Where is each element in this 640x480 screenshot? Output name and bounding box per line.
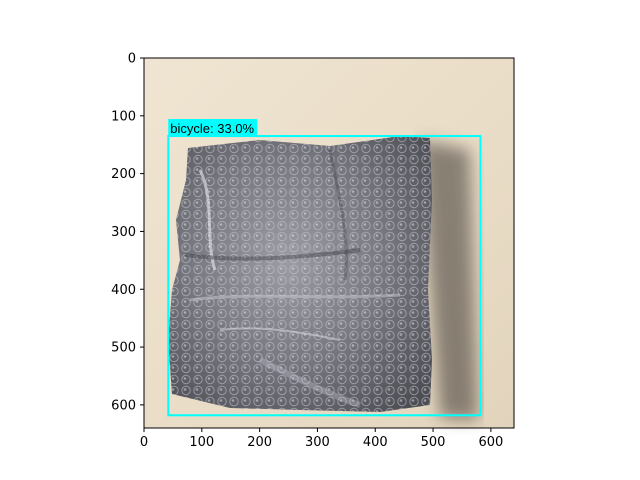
foil-bubble-texture <box>168 136 432 412</box>
y-tick-label: 0 <box>128 52 136 67</box>
foil-highlight <box>258 357 361 408</box>
foil-highlight <box>198 169 217 271</box>
y-axis: 0 100 200 300 400 500 600 <box>111 52 144 413</box>
y-tick-label: 400 <box>111 283 136 298</box>
x-tick-label: 400 <box>363 435 388 450</box>
axes-frame <box>143 57 515 429</box>
foil-highlight <box>189 293 401 302</box>
x-tick-label: 200 <box>247 435 272 450</box>
foil-highlight <box>219 327 341 341</box>
x-tick-label: 0 <box>140 435 148 450</box>
bounding-box <box>167 135 482 417</box>
y-tick-label: 100 <box>111 109 136 124</box>
y-tick-label: 200 <box>111 167 136 182</box>
detection-label-background <box>168 119 258 136</box>
y-tick-label: 300 <box>111 225 136 240</box>
x-axis: 0 100 200 300 400 500 600 <box>140 428 503 450</box>
x-tick-label: 500 <box>421 435 446 450</box>
x-tick-label: 300 <box>305 435 330 450</box>
photo <box>144 58 514 428</box>
foil-crease <box>184 248 361 261</box>
y-tick-label: 600 <box>111 398 136 413</box>
foil-crease <box>328 149 348 281</box>
x-tick-label: 100 <box>189 435 214 450</box>
detection-label: bicycle: 33.0% <box>170 121 254 136</box>
detection-overlay: bicycle: 33.0% <box>167 119 482 417</box>
x-tick-label: 600 <box>478 435 503 450</box>
foil-shadow <box>420 140 478 420</box>
y-tick-label: 500 <box>111 341 136 356</box>
